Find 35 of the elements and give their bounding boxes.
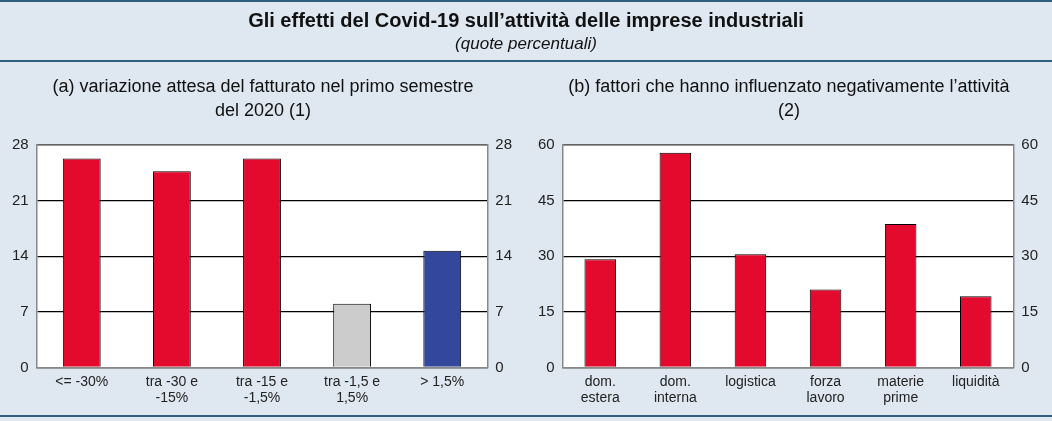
- x-tick-label: tra -1,5 e 1,5%: [324, 372, 381, 406]
- y-tick-label: 0: [546, 357, 555, 375]
- chart-title: (a) variazione attesa del fatturato nel primo semestre del 2020 (1): [51, 75, 475, 122]
- chart-title: (b) fattori che hanno influenzato negativamente l’attività (2): [567, 75, 1011, 122]
- x-tick-label: tra -30 e -15%: [145, 372, 199, 406]
- y-tick-label: 21: [12, 190, 29, 208]
- x-tick-label: liquidità: [952, 372, 1000, 389]
- y2-tick-label: 0: [495, 357, 504, 375]
- y-tick-label: 0: [20, 357, 29, 375]
- x-tick-label: logistica: [725, 372, 776, 389]
- y2-tick-label: 14: [495, 246, 512, 264]
- y2-tick-label: 28: [495, 135, 512, 153]
- x-tick-label: materie prime: [877, 372, 925, 406]
- y2-tick-label: 60: [1021, 135, 1038, 153]
- text: (quote percentuali): [454, 34, 598, 54]
- text: Gli effetti del Covid-19 sull’attività delle imprese industriali: [247, 8, 805, 32]
- y-tick-label: 45: [538, 190, 555, 208]
- x-tick-label: <= -30%: [55, 372, 109, 389]
- y-tick-label: 60: [538, 135, 555, 153]
- x-tick-label: tra -15 e -1,5%: [235, 372, 289, 406]
- y2-tick-label: 7: [495, 301, 504, 319]
- y2-tick-label: 45: [1021, 190, 1038, 208]
- x-tick-label: forza lavoro: [806, 372, 845, 406]
- y-tick-label: 15: [538, 301, 555, 319]
- x-tick-label: dom. interna: [653, 372, 697, 406]
- y2-tick-label: 21: [495, 190, 512, 208]
- x-tick-label: > 1,5%: [420, 372, 465, 389]
- y2-tick-label: 15: [1021, 301, 1038, 319]
- y-tick-label: 7: [20, 301, 29, 319]
- y-tick-label: 14: [12, 246, 29, 264]
- y2-tick-label: 0: [1021, 357, 1030, 375]
- x-tick-label: dom. estera: [580, 372, 620, 406]
- y2-tick-label: 30: [1021, 246, 1038, 264]
- y-tick-label: 30: [538, 246, 555, 264]
- y-tick-label: 28: [12, 135, 29, 153]
